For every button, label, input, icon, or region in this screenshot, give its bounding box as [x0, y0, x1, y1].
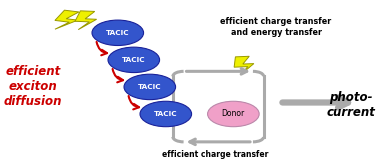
Text: efficient charge transfer: efficient charge transfer	[163, 151, 269, 159]
Ellipse shape	[208, 101, 259, 127]
Polygon shape	[75, 11, 97, 30]
Polygon shape	[55, 10, 79, 29]
Text: TACIC: TACIC	[106, 30, 130, 36]
Ellipse shape	[124, 74, 175, 100]
Ellipse shape	[140, 101, 192, 127]
Text: TACIC: TACIC	[154, 111, 178, 117]
Text: efficient
exciton
diffusion: efficient exciton diffusion	[4, 65, 62, 108]
Text: efficient charge transfer
and energy transfer: efficient charge transfer and energy tra…	[220, 17, 332, 37]
Text: Donor: Donor	[222, 110, 245, 118]
Polygon shape	[234, 56, 254, 75]
Ellipse shape	[92, 20, 144, 45]
Ellipse shape	[108, 47, 160, 72]
Text: TACIC: TACIC	[138, 84, 162, 90]
Text: photo-
current: photo- current	[326, 91, 375, 119]
Text: TACIC: TACIC	[122, 57, 146, 63]
